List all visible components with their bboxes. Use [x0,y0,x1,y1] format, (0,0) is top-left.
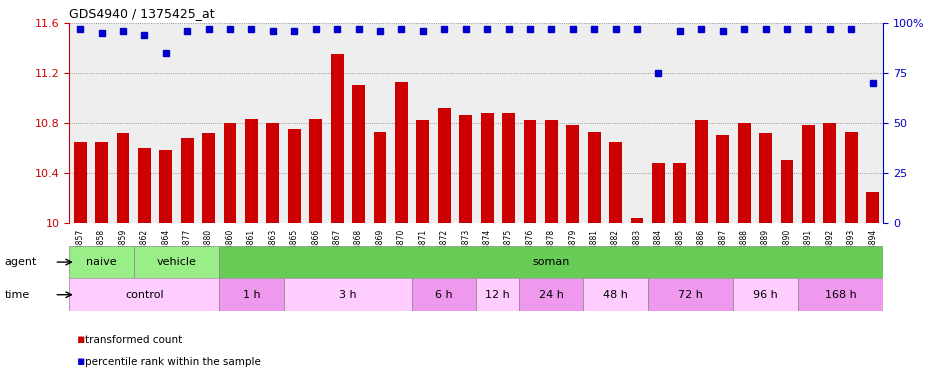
Text: vehicle: vehicle [156,257,196,267]
Text: transformed count: transformed count [85,335,182,345]
Text: percentile rank within the sample: percentile rank within the sample [85,357,261,367]
Bar [845,132,857,223]
Text: 48 h: 48 h [603,290,628,300]
Bar [519,278,584,311]
Bar [416,121,429,223]
Text: 72 h: 72 h [678,290,703,300]
Bar [69,278,219,311]
Bar [823,123,836,223]
Bar [219,278,284,311]
Bar [331,54,343,223]
Bar [631,218,644,223]
Text: 1 h: 1 h [242,290,260,300]
Bar [438,108,450,223]
Bar [245,119,258,223]
Bar [524,121,536,223]
Text: 6 h: 6 h [436,290,453,300]
Text: 3 h: 3 h [339,290,357,300]
Bar [395,82,408,223]
Bar [266,123,279,223]
Bar [545,121,558,223]
Text: soman: soman [533,257,570,267]
Bar [734,278,797,311]
Bar [759,133,772,223]
Text: agent: agent [5,257,37,267]
Text: 168 h: 168 h [825,290,857,300]
Text: ▪: ▪ [77,333,85,346]
Bar [413,278,476,311]
Bar [133,246,219,278]
Text: 24 h: 24 h [539,290,563,300]
Bar [673,163,686,223]
Bar [224,123,237,223]
Bar [781,161,794,223]
Bar [587,132,600,223]
Bar [74,142,87,223]
Bar [738,123,750,223]
Text: 12 h: 12 h [486,290,511,300]
Bar [374,132,387,223]
Bar [459,116,472,223]
Bar [866,192,879,223]
Bar [180,138,193,223]
Bar [695,121,708,223]
Text: GDS4940 / 1375425_at: GDS4940 / 1375425_at [69,7,215,20]
Bar [69,246,133,278]
Bar [159,151,172,223]
Bar [566,126,579,223]
Bar [797,278,883,311]
Text: control: control [125,290,164,300]
Bar [117,133,130,223]
Bar [203,133,215,223]
Bar [219,246,883,278]
Bar [284,278,413,311]
Text: ▪: ▪ [77,355,85,368]
Text: 96 h: 96 h [753,290,778,300]
Bar [309,119,322,223]
Bar [584,278,647,311]
Bar [502,113,515,223]
Bar [648,278,734,311]
Bar [481,113,494,223]
Text: time: time [5,290,30,300]
Bar [610,142,622,223]
Bar [352,86,365,223]
Bar [802,126,815,223]
Text: naive: naive [86,257,117,267]
Bar [138,148,151,223]
Bar [652,163,665,223]
Bar [95,142,108,223]
Bar [476,278,519,311]
Bar [288,129,301,223]
Bar [716,136,729,223]
